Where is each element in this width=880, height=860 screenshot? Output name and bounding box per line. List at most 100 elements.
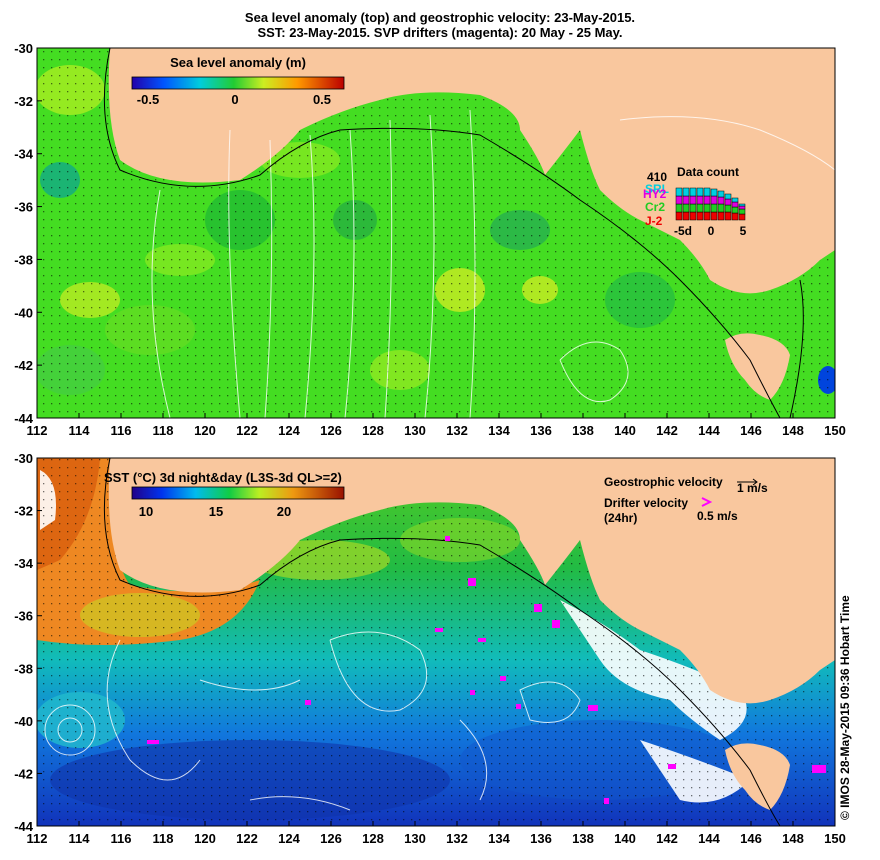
sst-tick-15: 15	[209, 504, 223, 519]
sla-field	[37, 48, 835, 418]
top-x-tick-label: 142	[656, 423, 678, 438]
bottom-x-tick-label: 140	[614, 831, 636, 846]
sat-label-cr2: Cr2	[645, 200, 665, 214]
data-count-bar	[710, 188, 718, 197]
sst-tick-10: 10	[139, 504, 153, 519]
bottom-y-tick-label: -32	[14, 504, 33, 519]
title-line-2: SST: 23-May-2015. SVP drifters (magenta)…	[257, 25, 623, 40]
title-line-1: Sea level anomaly (top) and geostrophic …	[244, 10, 636, 25]
drifter-arrow-icon	[701, 497, 713, 507]
data-count-bar	[731, 206, 739, 214]
velocity-legend: Geostrophic velocity 1 m/s Drifter veloc…	[604, 475, 768, 525]
top-x-tick-label: 114	[69, 423, 91, 438]
top-y-tick-label: -36	[14, 200, 33, 215]
data-count-bar	[675, 187, 683, 197]
data-count-bar	[696, 195, 704, 205]
top-x-tick-label: 150	[824, 423, 846, 438]
data-count-bar	[689, 211, 697, 221]
sat-label-hy2: HY2	[643, 187, 667, 201]
bottom-y-tick-label: -40	[14, 714, 33, 729]
data-count-bar	[703, 187, 711, 197]
geostrophic-scale: 1 m/s	[737, 481, 768, 495]
bottom-x-tick-label: 116	[111, 831, 132, 846]
data-count-bar	[717, 196, 725, 205]
data-count-bar	[738, 213, 746, 221]
bottom-x-tick-label: 114	[69, 831, 91, 846]
data-count-bar	[696, 187, 704, 197]
bottom-x-tick-label: 124	[278, 831, 300, 846]
bottom-x-tick-label: 144	[698, 831, 720, 846]
top-y-tick-label: -38	[14, 252, 33, 267]
top-x-tick-label: 122	[236, 423, 258, 438]
bottom-y-tick-label: -44	[14, 819, 34, 834]
bottom-x-tick-label: 112	[27, 831, 48, 846]
data-count-bars	[675, 187, 746, 221]
bottom-x-tick-label: 146	[740, 831, 762, 846]
sla-tick-zero: 0	[231, 92, 238, 107]
top-y-tick-label: -40	[14, 305, 33, 320]
data-count-bar	[689, 203, 697, 213]
data-count-bar	[724, 211, 732, 221]
data-count-bar	[738, 208, 746, 215]
bottom-x-tick-label: 120	[194, 831, 216, 846]
bottom-y-tick-label: -38	[14, 661, 33, 676]
top-x-tick-label: 132	[446, 423, 468, 438]
top-x-tick-label: 136	[530, 423, 552, 438]
data-count-inset: Data count 410 SRL HY2 Cr2 J-2 -5d 0 5	[643, 165, 747, 238]
data-count-bar	[717, 203, 725, 213]
top-x-tick-label: 120	[194, 423, 216, 438]
sat-label-srl: SRL	[645, 182, 669, 196]
data-count-bar	[731, 212, 739, 221]
data-count-bar	[710, 195, 718, 205]
bottom-x-tick-label: 136	[530, 831, 552, 846]
bottom-x-tick-label: 130	[404, 831, 426, 846]
sst-colorbar	[131, 486, 345, 500]
bottom-y-tick-label: -34	[14, 556, 34, 571]
top-x-tick-label: 140	[614, 423, 636, 438]
top-y-tick-label: -30	[14, 41, 33, 56]
top-x-tick-label: 124	[278, 423, 300, 438]
top-y-tick-label: -32	[14, 94, 33, 109]
top-y-tick-label: -42	[14, 358, 33, 373]
top-x-tick-label: 134	[488, 423, 510, 438]
dc-tick-0: 0	[708, 224, 715, 238]
data-count-bar	[682, 211, 690, 221]
bottom-y-tick-label: -30	[14, 451, 33, 466]
data-count-bar	[703, 211, 711, 221]
data-count-bar	[682, 187, 690, 197]
data-count-bar	[710, 211, 718, 221]
bottom-y-tick-label: -36	[14, 609, 33, 624]
data-count-bar	[689, 195, 697, 205]
top-y-tick-label: -44	[14, 411, 34, 426]
sla-colorbar-title: Sea level anomaly (m)	[170, 55, 306, 70]
bottom-x-tick-label: 122	[236, 831, 258, 846]
sla-colorbar	[131, 76, 345, 90]
sst-field	[37, 458, 835, 826]
axes: 112 114 116 118 120 122 124 126 128 130 132 134 136 1…	[14, 41, 846, 846]
sla-map: Sea level anomaly (m) -0.5 0 0.5 Data co…	[36, 47, 836, 419]
drifter-label: Drifter velocity	[604, 496, 688, 510]
data-count-bar	[717, 211, 725, 221]
bottom-x-tick-label: 150	[824, 831, 846, 846]
data-count-bar	[738, 203, 746, 207]
top-x-tick-label: 112	[27, 423, 48, 438]
dc-tick-neg5: -5d	[674, 224, 692, 238]
data-count-bar	[738, 205, 746, 210]
bottom-x-tick-label: 134	[488, 831, 510, 846]
geostrophic-label: Geostrophic velocity	[604, 475, 723, 489]
top-x-tick-label: 126	[320, 423, 342, 438]
bottom-x-tick-label: 118	[153, 831, 174, 846]
top-x-tick-label: 146	[740, 423, 762, 438]
dc-tick-5: 5	[740, 224, 747, 238]
bottom-x-tick-label: 132	[446, 831, 468, 846]
data-count-bar	[724, 198, 732, 206]
data-count-bar	[682, 195, 690, 205]
top-x-tick-label: 144	[698, 423, 720, 438]
data-count-bar	[724, 193, 732, 200]
top-x-tick-label: 130	[404, 423, 426, 438]
drifter-scale: 0.5 m/s	[697, 509, 738, 523]
data-count-bar	[703, 195, 711, 205]
data-count-bar	[689, 187, 697, 197]
bottom-x-tick-label: 128	[362, 831, 384, 846]
